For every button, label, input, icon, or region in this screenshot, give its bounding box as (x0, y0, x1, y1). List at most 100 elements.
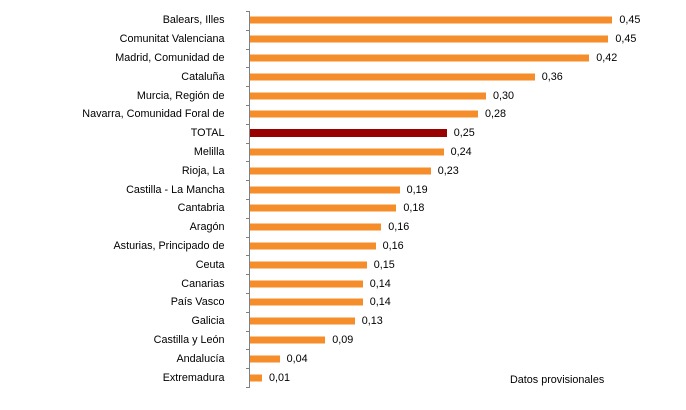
category-label: Extremadura (162, 371, 225, 384)
category-label: Comunitat Valenciana (119, 33, 225, 46)
total-bar (250, 129, 447, 138)
bar (250, 204, 397, 212)
value-label: 0,15 (373, 258, 395, 271)
bar-row: Comunitat Valenciana 0,45 (0, 30, 686, 49)
value-label: 0,09 (332, 333, 354, 346)
bar-row: País Vasco 0,14 (0, 293, 686, 312)
category-label: Castilla y León (153, 333, 225, 346)
bar-row: Melilla 0,24 (0, 143, 686, 162)
provisional-data-note: Datos provisionales (510, 374, 605, 386)
category-label: Galicia (191, 315, 225, 328)
axis-tick (246, 368, 250, 369)
value-label: 0,18 (403, 202, 425, 215)
bar-row: Balears, Illes 0,45 (0, 11, 686, 30)
value-label: 0,36 (541, 70, 563, 83)
bar-row: Ceuta 0,15 (0, 255, 686, 274)
axis-tick (246, 255, 250, 256)
bar (250, 261, 367, 269)
axis-tick (246, 293, 250, 294)
bar (250, 16, 613, 24)
axis-tick (246, 86, 250, 87)
value-label: 0,25 (453, 127, 475, 140)
axis-tick (246, 312, 250, 313)
value-label: 0,30 (493, 89, 515, 102)
category-label: Balears, Illes (162, 14, 225, 27)
category-label: TOTAL (190, 127, 225, 140)
axis-tick (246, 180, 250, 181)
bar (250, 110, 478, 118)
axis-tick (246, 218, 250, 219)
bar-row: Rioja, La 0,23 (0, 161, 686, 180)
axis-tick (246, 11, 250, 12)
bar (250, 336, 326, 344)
axis-tick (246, 387, 250, 388)
bar-row: Cantabria 0,18 (0, 199, 686, 218)
axis-tick (246, 349, 250, 350)
category-label: Asturias, Principado de (113, 239, 225, 252)
category-label: Andalucía (176, 352, 225, 365)
category-label: Madrid, Comunidad de (115, 51, 225, 64)
bar (250, 92, 486, 100)
bar-row: Aragón 0,16 (0, 218, 686, 237)
category-label: Ceuta (195, 258, 225, 271)
category-label: Rioja, La (181, 164, 225, 177)
category-label: Murcia, Región de (136, 89, 225, 102)
value-label: 0,28 (485, 108, 507, 121)
bar-row: Extremadura 0,01 (0, 368, 686, 387)
value-label: 0,45 (615, 33, 637, 46)
axis-tick (246, 237, 250, 238)
bar-row: Murcia, Región de 0,30 (0, 86, 686, 105)
bar-row: Castilla y León 0,09 (0, 331, 686, 350)
axis-tick (246, 199, 250, 200)
value-label: 0,14 (369, 296, 391, 309)
axis-tick (246, 161, 250, 162)
bar (250, 54, 590, 62)
value-label: 0,16 (382, 239, 404, 252)
bar-row: Cataluña 0,36 (0, 67, 686, 86)
bar-row: Navarra, Comunidad Foral de 0,28 (0, 105, 686, 124)
bar (250, 355, 280, 363)
category-label: Cantabria (177, 202, 225, 215)
axis-tick (246, 105, 250, 106)
bar (250, 35, 609, 43)
category-label: Castilla - La Mancha (126, 183, 225, 196)
value-label: 0,14 (369, 277, 391, 290)
value-label: 0,16 (388, 221, 410, 234)
bar (250, 242, 376, 250)
axis-tick (246, 331, 250, 332)
value-label: 0,45 (619, 14, 641, 27)
bar (250, 317, 355, 325)
value-label: 0,13 (361, 315, 383, 328)
value-label: 0,42 (596, 51, 618, 64)
category-label: Melilla (193, 145, 225, 158)
bar-row: Madrid, Comunidad de 0,42 (0, 49, 686, 68)
category-label: Cataluña (181, 70, 225, 83)
axis-tick (246, 143, 250, 144)
bar (250, 223, 382, 231)
axis-tick (246, 49, 250, 50)
bar-row: TOTAL 0,25 (0, 124, 686, 143)
value-label: 0,04 (286, 352, 308, 365)
bar (250, 374, 262, 382)
category-label: Aragón (189, 221, 225, 234)
axis-tick (246, 67, 250, 68)
value-label: 0,24 (450, 145, 472, 158)
axis-tick (246, 274, 250, 275)
value-label: 0,23 (437, 164, 459, 177)
axis-tick (246, 124, 250, 125)
category-label: País Vasco (170, 296, 225, 309)
bar (250, 167, 431, 175)
category-label: Navarra, Comunidad Foral de (82, 108, 225, 121)
bar-row: Canarias 0,14 (0, 274, 686, 293)
bar (250, 148, 444, 156)
value-label: 0,19 (406, 183, 428, 196)
bar (250, 280, 363, 288)
bar-row: Castilla - La Mancha 0,19 (0, 180, 686, 199)
bar (250, 73, 535, 81)
axis-tick (246, 30, 250, 31)
category-label: Canarias (181, 277, 225, 290)
bar (250, 186, 400, 194)
bar-row: Asturias, Principado de 0,16 (0, 237, 686, 256)
bar (250, 298, 363, 306)
